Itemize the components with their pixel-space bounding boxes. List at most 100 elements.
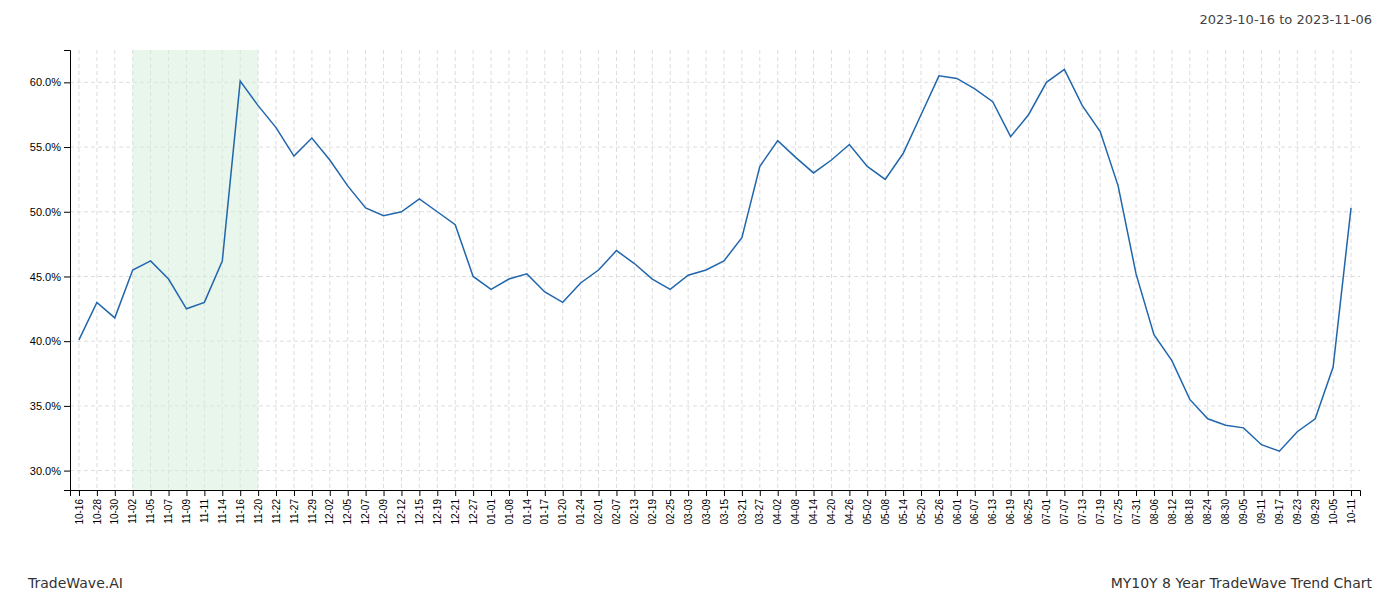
grid-line-x	[723, 50, 724, 490]
grid-line-x	[903, 50, 904, 490]
tick-label: 01-08	[504, 499, 515, 525]
tick-mark	[240, 490, 241, 496]
tick-label: 12-15	[414, 499, 425, 525]
tick: 12-12	[396, 490, 407, 525]
tick: 40.0%	[30, 335, 70, 347]
tick-label: 04-14	[808, 499, 819, 525]
tick: 08-06	[1149, 490, 1160, 525]
tick-mark	[64, 276, 70, 277]
tick-mark	[276, 490, 277, 496]
tick-mark	[366, 490, 367, 496]
grid-line-x	[293, 50, 294, 490]
grid-line-x	[1243, 50, 1244, 490]
tick: 12-02	[324, 490, 335, 525]
tick-label: 11-11	[199, 499, 210, 524]
tick-mark	[975, 490, 976, 496]
grid-line-y	[70, 405, 1360, 406]
tick: 07-01	[1041, 490, 1052, 525]
tick-mark	[688, 490, 689, 496]
grid-line-y	[70, 276, 1360, 277]
tick-label: 11-09	[181, 499, 192, 524]
tick-mark	[1011, 490, 1012, 496]
title: 2023-10-16 to 2023-11-06	[1200, 12, 1372, 27]
tick-label: 30.0%	[30, 465, 61, 477]
grid-line-x	[383, 50, 384, 490]
tick-mark	[1297, 490, 1298, 496]
tick: 03-27	[754, 490, 765, 525]
tick-label: 04-08	[790, 499, 801, 525]
tick-label: 11-27	[289, 499, 300, 524]
tick: 09-29	[1310, 490, 1321, 525]
tick: 11-02	[127, 490, 138, 524]
tick: 02-19	[647, 490, 658, 525]
tick: 01-24	[575, 490, 586, 525]
tick-mark	[831, 490, 832, 496]
tick-mark	[64, 406, 70, 407]
tick-mark	[1351, 490, 1352, 496]
tick: 08-12	[1167, 490, 1178, 525]
tick-mark	[563, 490, 564, 496]
chart: 30.0%35.0%40.0%45.0%50.0%55.0%60.0%10-16…	[0, 0, 1400, 600]
grid-line-x	[777, 50, 778, 490]
tick: 12-15	[414, 490, 425, 525]
tick: 10-28	[92, 490, 103, 525]
grid-line-x	[1064, 50, 1065, 490]
tick-mark	[957, 490, 958, 496]
tick: 06-01	[952, 490, 963, 525]
grid-line-x	[1351, 50, 1352, 490]
tick-mark	[1082, 490, 1083, 496]
tick: 08-30	[1220, 490, 1231, 525]
grid-line-x	[849, 50, 850, 490]
tick-label: 01-24	[575, 499, 586, 525]
tick-label: 09-23	[1292, 499, 1303, 525]
tick-mark	[186, 490, 187, 496]
footer-left: TradeWave.AI	[27, 575, 123, 591]
tick-label: 07-31	[1131, 499, 1142, 525]
tick-label: 05-26	[934, 499, 945, 525]
tick-label: 10-05	[1328, 499, 1339, 525]
tick-label: 10-28	[92, 499, 103, 525]
tick-mark	[64, 471, 70, 472]
tick-label: 09-05	[1238, 499, 1249, 525]
tick-mark	[384, 490, 385, 496]
tick: 09-23	[1292, 490, 1303, 525]
tick-label: 11-05	[145, 499, 156, 524]
tick-mark	[527, 490, 528, 496]
grid-line-x	[544, 50, 545, 490]
tick-mark	[1226, 490, 1227, 496]
grid-line-x	[688, 50, 689, 490]
tick-mark	[849, 490, 850, 496]
tick: 11-14	[217, 490, 228, 524]
tick-mark	[616, 490, 617, 496]
grid-line-x	[491, 50, 492, 490]
tick-mark	[1064, 490, 1065, 496]
tick-label: 11-14	[217, 499, 228, 524]
tick: 06-07	[969, 490, 980, 525]
grid-line-x	[831, 50, 832, 490]
grid-line-x	[365, 50, 366, 490]
tick-label: 07-13	[1077, 499, 1088, 525]
tick: 11-22	[271, 490, 282, 524]
grid-line-x	[885, 50, 886, 490]
tick-label: 12-05	[342, 499, 353, 525]
tick: 03-09	[701, 490, 712, 525]
grid-line-x	[741, 50, 742, 490]
grid-line-x	[1046, 50, 1047, 490]
tick: 05-14	[898, 490, 909, 525]
tick: 50.0%	[30, 206, 70, 218]
tick: 04-02	[772, 490, 783, 525]
tick-label: 02-19	[647, 499, 658, 525]
tick: 12-05	[342, 490, 353, 525]
grid-line-x	[580, 50, 581, 490]
tick-mark	[939, 490, 940, 496]
tick: 10-30	[109, 490, 120, 525]
tick-label: 06-01	[952, 499, 963, 525]
tick-label: 07-25	[1113, 499, 1124, 525]
tick-mark	[419, 490, 420, 496]
tick: 11-27	[289, 490, 300, 524]
tick-label: 11-29	[307, 499, 318, 524]
grid-line-x	[759, 50, 760, 490]
grid-line-x	[401, 50, 402, 490]
tick-label: 01-01	[486, 499, 497, 525]
grid-line-x	[652, 50, 653, 490]
